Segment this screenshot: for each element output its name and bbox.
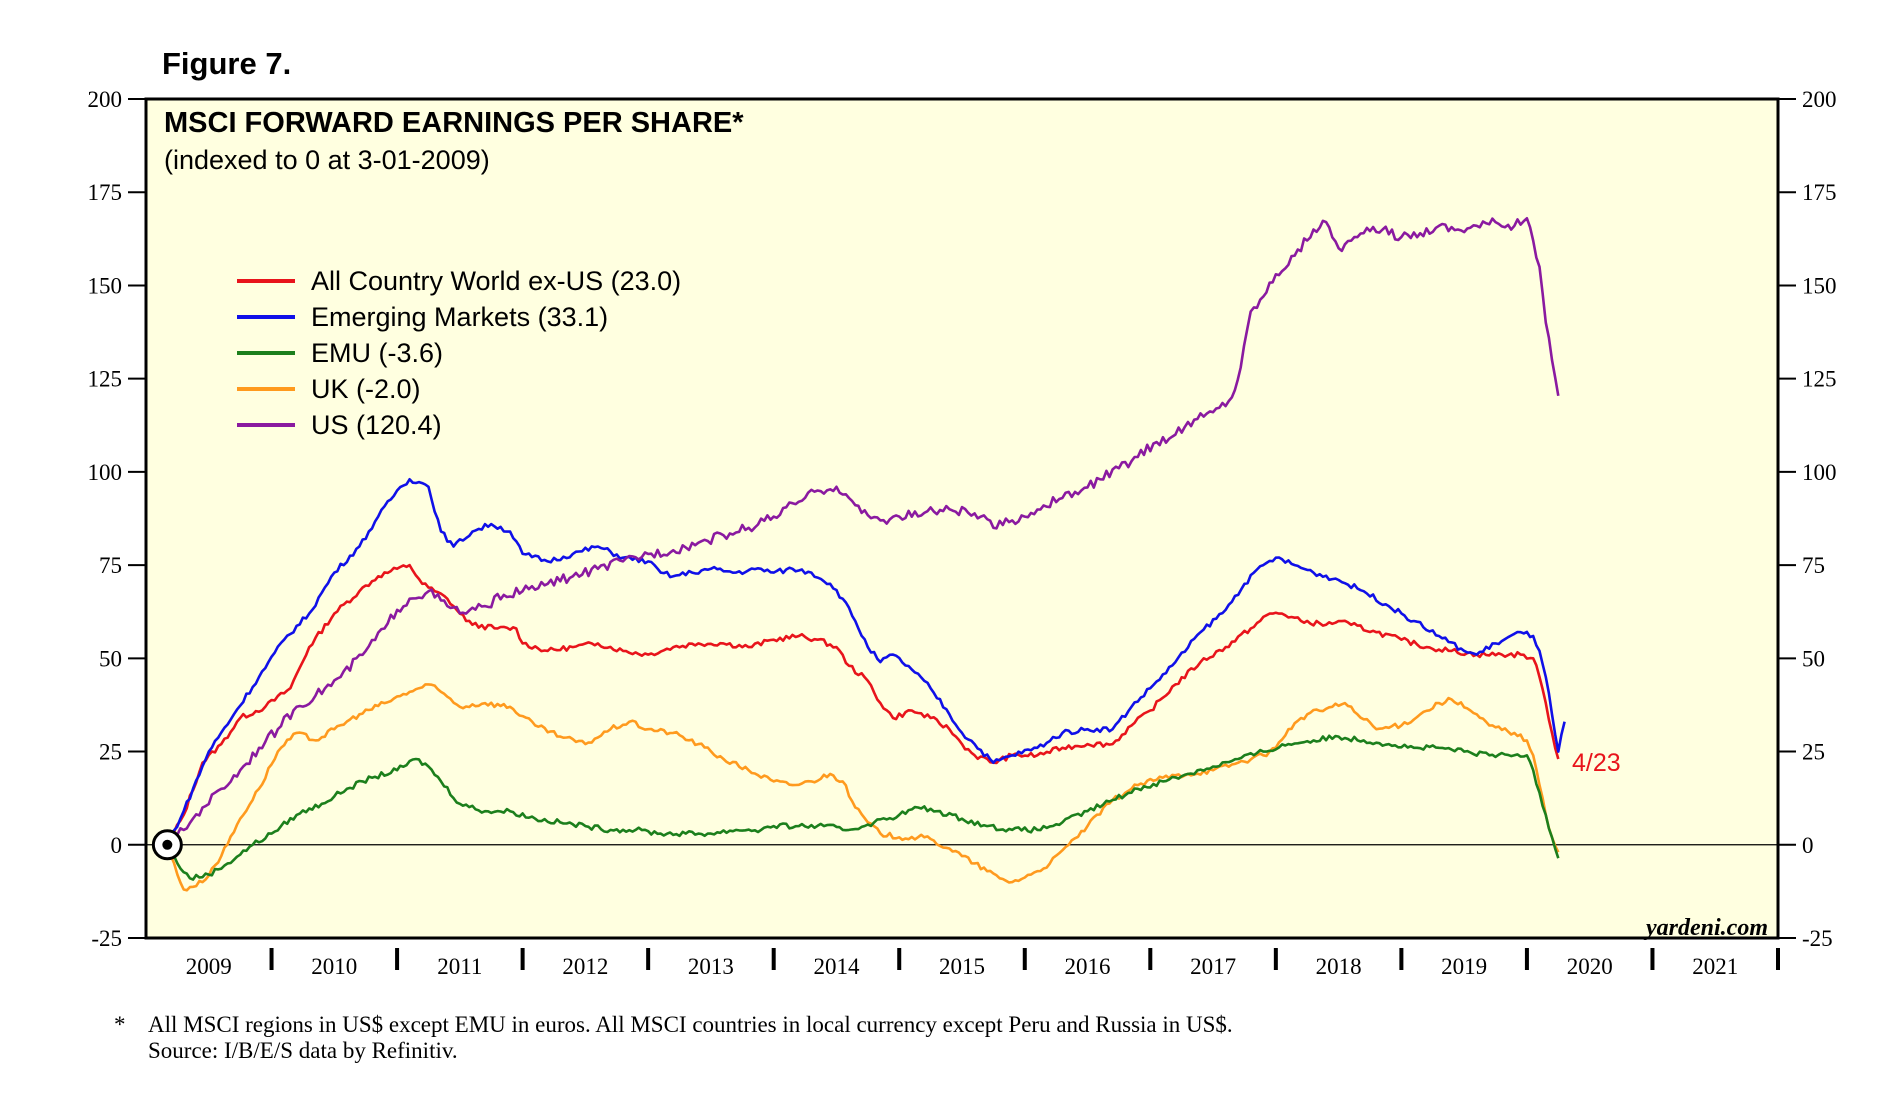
origin-dot (162, 839, 173, 850)
x-tick-label-2010: 2010 (311, 954, 357, 979)
legend-label-1: Emerging Markets (33.1) (311, 302, 608, 332)
y-tick-label-left-2: 25 (99, 740, 122, 765)
y-tick-label-left-1: 0 (111, 833, 123, 858)
y-tick-label-right-6: 125 (1802, 367, 1837, 392)
y-axis-left: -25 0 25 50 75 100 125 150 175 200 (88, 87, 146, 951)
legend-label-4: US (120.4) (311, 410, 442, 440)
end-date-label: 4/23 (1572, 749, 1621, 777)
legend-label-0: All Country World ex-US (23.0) (311, 266, 681, 296)
y-tick-label-right-9: 200 (1802, 87, 1837, 112)
x-tick-label-2015: 2015 (939, 954, 985, 979)
x-tick-label-2009: 2009 (186, 954, 232, 979)
x-tick-label-2018: 2018 (1316, 954, 1362, 979)
y-tick-label-left-0: -25 (91, 926, 122, 951)
x-tick-label-2014: 2014 (813, 954, 860, 979)
x-tick-label-2016: 2016 (1065, 954, 1111, 979)
x-tick-label-2019: 2019 (1441, 954, 1487, 979)
x-tick-label-2020: 2020 (1567, 954, 1613, 979)
footnote-line-1: All MSCI regions in US$ except EMU in eu… (148, 1012, 1233, 1037)
x-tick-label-2021: 2021 (1692, 954, 1738, 979)
y-tick-label-right-1: 0 (1802, 833, 1814, 858)
x-tick-label-2012: 2012 (562, 954, 608, 979)
chart-title: MSCI FORWARD EARNINGS PER SHARE* (164, 107, 744, 139)
legend: All Country World ex-US (23.0) Emerging M… (237, 266, 681, 440)
footnote-line-2: Source: I/B/E/S data by Refinitiv. (148, 1038, 458, 1063)
series-line-1 (166, 478, 1566, 846)
x-tick-label-2011: 2011 (437, 954, 482, 979)
x-tick-label-2013: 2013 (688, 954, 734, 979)
series-lines (166, 217, 1566, 892)
y-tick-label-left-8: 175 (88, 180, 123, 205)
x-axis: 2009 2010 2011 2012 2013 2014 2015 2016 2017 2018… (186, 948, 1780, 979)
y-tick-label-right-2: 25 (1802, 740, 1825, 765)
y-tick-label-left-7: 150 (88, 273, 123, 298)
chart-subtitle: (indexed to 0 at 3-01-2009) (164, 145, 490, 175)
series-line-4 (167, 217, 1560, 847)
y-tick-label-left-3: 50 (99, 646, 122, 671)
y-tick-label-right-4: 75 (1802, 553, 1825, 578)
y-tick-label-left-6: 125 (88, 367, 123, 392)
y-tick-label-left-4: 75 (99, 553, 122, 578)
origin-marker (151, 829, 183, 861)
watermark: yardeni.com (1643, 915, 1768, 941)
series-line-0 (166, 563, 1560, 846)
y-axis-right: -25 0 25 50 75 100 125 150 175 200 (1778, 87, 1837, 951)
y-tick-label-right-0: -25 (1802, 926, 1833, 951)
figure-label: Figure 7. (162, 46, 292, 81)
legend-label-2: EMU (-3.6) (311, 338, 443, 368)
x-tick-label-2017: 2017 (1190, 954, 1236, 979)
plot-background (144, 97, 1780, 940)
y-tick-label-left-5: 100 (88, 460, 123, 485)
series-line-3 (166, 683, 1560, 892)
footnote-star: * (114, 1012, 126, 1037)
y-tick-label-left-9: 200 (88, 87, 123, 112)
legend-label-3: UK (-2.0) (311, 374, 421, 404)
y-tick-label-right-3: 50 (1802, 646, 1825, 671)
y-tick-label-right-8: 175 (1802, 180, 1837, 205)
series-line-2 (166, 734, 1560, 881)
y-tick-label-right-5: 100 (1802, 460, 1837, 485)
y-tick-label-right-7: 150 (1802, 273, 1837, 298)
